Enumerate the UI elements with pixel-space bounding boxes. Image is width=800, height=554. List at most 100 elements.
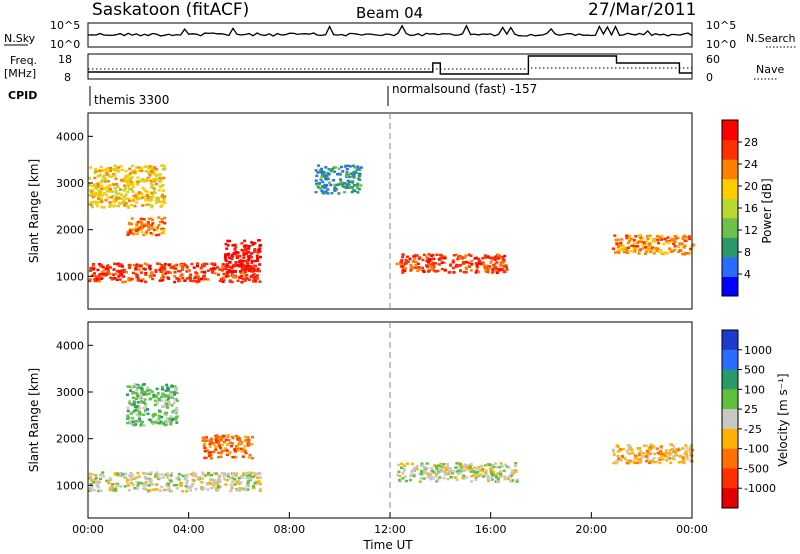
heatmap-cell: [143, 165, 147, 168]
heatmap-cell: [498, 264, 502, 267]
heatmap-cell: [155, 387, 159, 391]
power-cells: [88, 164, 695, 284]
heatmap-cell: [470, 259, 474, 263]
heatmap-cell: [89, 203, 93, 207]
heatmap-cell: [225, 478, 229, 482]
heatmap-cell: [240, 262, 243, 266]
heatmap-cell: [225, 443, 229, 446]
heatmap-cell: [208, 442, 212, 446]
heatmap-cell: [139, 424, 143, 427]
heatmap-cell: [412, 474, 416, 478]
heatmap-cell: [212, 482, 216, 485]
heatmap-cell: [92, 481, 96, 484]
heatmap-cell: [99, 489, 103, 492]
heatmap-cell: [477, 262, 481, 265]
heatmap-cell: [137, 481, 141, 485]
heatmap-cell: [492, 264, 496, 267]
heatmap-cell: [496, 480, 500, 483]
x-tick-label: 08:00: [273, 523, 305, 536]
heatmap-cell: [426, 257, 430, 260]
heatmap-cell: [240, 275, 244, 278]
x-tick-label: 20:00: [575, 523, 607, 536]
heatmap-cell: [487, 479, 491, 482]
heatmap-cell: [156, 179, 160, 182]
heatmap-cell: [511, 472, 515, 475]
time-axis-label: Time UT: [362, 538, 413, 552]
heatmap-cell: [178, 279, 182, 283]
heatmap-cell: [106, 269, 110, 272]
heatmap-cell: [459, 263, 463, 267]
heatmap-cell: [320, 167, 323, 171]
heatmap-cell: [490, 472, 494, 475]
y-tick-label: 3000: [56, 386, 84, 399]
heatmap-cell: [194, 472, 198, 476]
heatmap-cell: [657, 241, 661, 245]
heatmap-cell: [173, 280, 177, 284]
heatmap-cell: [173, 388, 177, 392]
heatmap-cell: [109, 478, 113, 482]
heatmap-cell: [430, 263, 434, 266]
heatmap-cell: [166, 386, 170, 389]
heatmap-cell: [100, 264, 104, 267]
heatmap-cell: [185, 489, 189, 493]
heatmap-cell: [475, 264, 479, 267]
heatmap-cell: [256, 269, 260, 272]
heatmap-cell: [344, 164, 348, 168]
nsky-label: N.Sky: [4, 32, 36, 45]
heatmap-cell: [223, 477, 227, 481]
heatmap-cell: [442, 463, 446, 466]
heatmap-cell: [250, 269, 254, 272]
heatmap-cell: [465, 476, 468, 479]
heatmap-cell: [677, 461, 681, 464]
heatmap-cell: [154, 168, 157, 171]
heatmap-cell: [237, 265, 241, 268]
heatmap-cell: [647, 242, 651, 245]
heatmap-cell: [183, 477, 187, 481]
heatmap-cell: [241, 455, 245, 458]
heatmap-cell: [666, 236, 670, 239]
heatmap-cell: [139, 400, 143, 403]
heatmap-cell: [158, 180, 162, 184]
heatmap-cell: [419, 477, 423, 480]
heatmap-cell: [645, 460, 649, 463]
heatmap-cell: [334, 188, 338, 191]
heatmap-cell: [97, 280, 101, 283]
heatmap-cell: [136, 183, 140, 186]
heatmap-cell: [176, 475, 180, 479]
heatmap-cell: [628, 452, 632, 455]
heatmap-cell: [216, 266, 219, 269]
heatmap-cell: [132, 194, 136, 198]
heatmap-cell: [148, 267, 152, 271]
heatmap-cell: [165, 476, 169, 479]
heatmap-cell: [144, 232, 148, 236]
heatmap-cell: [221, 264, 225, 268]
heatmap-cell: [99, 276, 103, 279]
heatmap-cell: [88, 177, 92, 180]
heatmap-cell: [456, 472, 460, 476]
heatmap-cell: [462, 465, 466, 468]
heatmap-cell: [134, 422, 138, 425]
freq-label-2: [MHz]: [4, 67, 36, 80]
heatmap-cell: [97, 489, 101, 493]
heatmap-cell: [253, 486, 257, 490]
heatmap-cell: [653, 446, 657, 449]
heatmap-cell: [111, 194, 115, 198]
heatmap-cell: [489, 466, 493, 469]
heatmap-cell: [240, 242, 244, 245]
heatmap-cell: [149, 482, 153, 486]
heatmap-cell: [246, 482, 250, 486]
heatmap-cell: [172, 391, 176, 394]
heatmap-cell: [651, 444, 655, 448]
heatmap-cell: [160, 415, 164, 419]
heatmap-cell: [112, 488, 116, 492]
heatmap-cell: [244, 247, 247, 250]
heatmap-cell: [156, 473, 160, 476]
heatmap-cell: [442, 476, 446, 480]
heatmap-cell: [219, 451, 223, 455]
heatmap-cell: [126, 183, 130, 187]
heatmap-cell: [452, 271, 456, 274]
heatmap-cell: [177, 269, 180, 273]
heatmap-cell: [88, 278, 92, 281]
heatmap-cell: [143, 402, 147, 406]
heatmap-cell: [683, 452, 687, 456]
